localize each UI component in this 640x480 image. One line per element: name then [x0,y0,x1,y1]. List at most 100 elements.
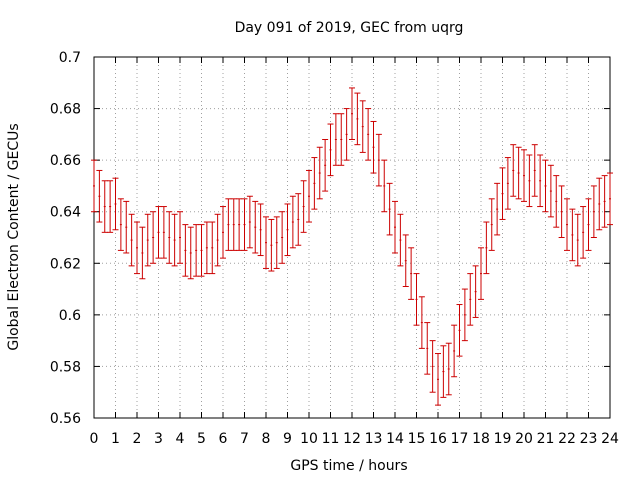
y-tick-label: 0.62 [50,256,81,272]
data-point [483,221,490,275]
data-point [91,159,97,213]
data-point [209,221,216,275]
data-point [429,340,436,393]
x-tick-label: 6 [219,431,228,447]
data-point [107,180,114,233]
data-point [408,247,415,300]
y-axis-label: Global Electron Content / GECUs [6,123,22,350]
data-point [236,198,243,251]
x-tick-label: 24 [601,431,619,447]
data-point [397,213,404,267]
data-point [526,154,533,208]
data-point [349,87,355,141]
data-point [386,182,393,236]
data-point [478,247,484,300]
data-point [246,195,253,249]
x-tick-label: 18 [472,431,490,447]
x-tick-label: 13 [365,431,383,447]
data-point [187,226,194,280]
data-point [494,182,501,236]
data-point [418,296,425,349]
x-tick-label: 8 [262,431,271,447]
data-point [515,146,522,200]
data-point [413,273,420,326]
data-point [338,113,345,166]
x-tick-label: 17 [451,431,469,447]
x-tick-label: 2 [133,431,142,447]
tick-layer [93,56,611,419]
data-point [182,224,189,277]
chart-title: Day 091 of 2019, GEC from uqrg [235,20,464,36]
data-point [134,221,140,275]
data-point [574,213,581,267]
data-point [322,139,329,192]
x-tick-label: 19 [494,431,512,447]
x-axis-label: GPS time / hours [290,458,407,474]
x-tick-label: 4 [176,431,185,447]
x-tick-label: 11 [322,431,340,447]
y-tick-label: 0.58 [50,359,81,375]
data-point [112,177,119,231]
x-tick-label: 21 [537,431,555,447]
data-point [284,203,291,257]
data-point [139,226,146,280]
data-point [241,198,248,251]
data-point [214,213,221,267]
x-tick-label: 1 [111,431,120,447]
data-point [607,172,613,226]
x-tick-label: 3 [154,431,163,447]
data-point [343,108,350,161]
data-point [198,224,205,277]
x-tick-label: 10 [300,431,318,447]
data-point [531,144,538,197]
data-point [440,345,447,398]
y-tick-label: 0.68 [50,102,81,118]
data-point [117,198,124,251]
data-point [101,180,108,233]
y-tick-label: 0.7 [59,50,81,66]
data-point [220,206,226,259]
x-tick-label: 7 [240,431,249,447]
data-point [553,175,560,228]
data-point [504,157,511,210]
data-point [537,154,544,208]
data-point [150,211,157,264]
data-point [580,206,587,259]
data-point [327,123,334,177]
data-point [171,213,178,267]
data-point [354,92,361,146]
x-tick-labels: 0 1 2 3 4 5 6 7 8 9 10 11 12 13 14 15 16 17 18 19 20 21 22 23 24 [90,431,619,447]
data-point [300,180,307,233]
data-point [590,185,597,238]
data-point [289,195,296,249]
data-point [424,322,431,375]
data-point [564,198,570,251]
data-point [569,208,576,262]
data-point [203,221,210,275]
data-point [435,353,441,406]
y-tick-label: 0.66 [50,153,81,169]
data-point [472,265,479,318]
data-point [295,193,302,246]
x-tick-label: 0 [90,431,99,447]
data-point [558,185,565,238]
data-point [177,211,183,264]
data-point [230,198,237,251]
data-point [155,206,162,259]
data-point [488,198,495,251]
x-tick-label: 14 [386,431,404,447]
data-point [510,144,517,197]
data-point [370,120,377,174]
data-point [311,157,318,210]
data-point [306,169,312,223]
data-point [166,211,173,264]
data-point [596,177,603,231]
data-point [225,198,232,251]
y-tick-label: 0.64 [50,205,81,221]
data-point [392,200,398,254]
data-point [359,100,366,153]
y-tick-label: 0.56 [50,411,81,427]
x-tick-label: 15 [408,431,426,447]
x-tick-label: 12 [343,431,361,447]
